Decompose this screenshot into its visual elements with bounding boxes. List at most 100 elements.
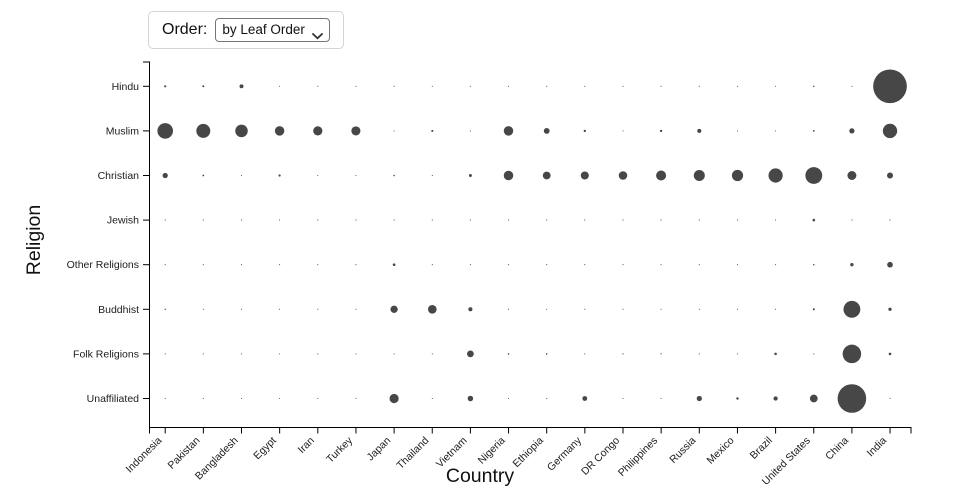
bubble bbox=[392, 263, 396, 267]
bubble bbox=[851, 219, 853, 221]
bubble bbox=[812, 130, 815, 132]
bubble bbox=[431, 353, 433, 355]
bubble bbox=[546, 219, 548, 221]
bubble bbox=[503, 170, 514, 181]
bubble bbox=[202, 397, 204, 400]
x-tick-label: Pakistan bbox=[166, 435, 203, 472]
bubble bbox=[693, 169, 705, 182]
bubble bbox=[698, 219, 700, 221]
bubble bbox=[393, 85, 395, 87]
bubble bbox=[813, 263, 815, 266]
bubble bbox=[469, 85, 471, 87]
bubble bbox=[622, 85, 624, 87]
y-tick-label: Folk Religions bbox=[73, 348, 139, 360]
bubble bbox=[873, 69, 907, 104]
bubble bbox=[584, 264, 586, 266]
bubble bbox=[202, 264, 204, 266]
bubble bbox=[580, 171, 589, 180]
bubble bbox=[889, 219, 891, 221]
bubble bbox=[851, 85, 853, 87]
bubble bbox=[393, 174, 395, 177]
bubble bbox=[468, 174, 472, 177]
bubble bbox=[736, 397, 739, 400]
bubble bbox=[164, 353, 166, 355]
bubble bbox=[736, 264, 739, 266]
bubble bbox=[582, 396, 588, 401]
bubble bbox=[468, 307, 473, 312]
bubble bbox=[736, 308, 739, 310]
x-tick-label: Philippines bbox=[616, 435, 660, 479]
x-tick-label: Thailand bbox=[394, 435, 431, 472]
x-tick-label: Iran bbox=[296, 435, 317, 456]
bubble bbox=[507, 397, 510, 400]
bubble bbox=[393, 130, 395, 132]
bubble bbox=[431, 174, 433, 177]
bubble bbox=[431, 129, 434, 132]
bubble bbox=[279, 308, 281, 310]
bubble bbox=[849, 128, 855, 134]
bubble bbox=[162, 172, 168, 179]
bubble bbox=[164, 85, 167, 88]
bubble bbox=[545, 353, 548, 355]
order-label: Order: bbox=[162, 21, 208, 38]
bubble bbox=[888, 307, 892, 311]
bubble bbox=[507, 219, 510, 221]
bubble bbox=[775, 85, 777, 87]
bubble bbox=[622, 353, 624, 355]
bubble bbox=[164, 264, 166, 266]
bubble bbox=[431, 397, 433, 400]
bubble bbox=[279, 85, 281, 87]
order-select[interactable]: by Leaf Order bbox=[215, 18, 331, 42]
x-tick-label: Mexico bbox=[705, 435, 737, 467]
bubble bbox=[507, 308, 510, 310]
bubble bbox=[813, 85, 815, 88]
bubble bbox=[583, 129, 586, 133]
y-tick-label: Muslim bbox=[106, 125, 140, 137]
x-tick-label: Turkey bbox=[324, 434, 355, 465]
bubble bbox=[886, 172, 894, 179]
x-axis-title: Country bbox=[446, 465, 515, 487]
bubble bbox=[887, 261, 893, 268]
bubble bbox=[660, 264, 662, 266]
bubble bbox=[355, 308, 357, 310]
bubble bbox=[618, 171, 628, 180]
x-axis-line bbox=[149, 427, 912, 434]
bubble bbox=[546, 264, 548, 266]
bubble bbox=[546, 85, 548, 87]
x-tick-label: Nigeria bbox=[476, 435, 508, 467]
bubble bbox=[659, 129, 663, 133]
bubble bbox=[584, 219, 586, 221]
bubble bbox=[812, 218, 816, 222]
bubble bbox=[542, 171, 551, 180]
bubble bbox=[775, 308, 777, 310]
bubble bbox=[355, 85, 357, 87]
bubble bbox=[837, 384, 867, 413]
y-tick-label: Unaffiliated bbox=[87, 393, 140, 405]
bubble bbox=[393, 219, 395, 221]
bubble bbox=[503, 126, 514, 136]
order-select-wrap: by Leaf Order bbox=[215, 18, 331, 42]
bubble bbox=[317, 308, 319, 310]
bubble bbox=[546, 308, 548, 310]
bubble bbox=[842, 344, 862, 364]
x-tick-label: India bbox=[865, 435, 890, 460]
bubble bbox=[847, 171, 857, 180]
bubble bbox=[660, 397, 662, 400]
bubble bbox=[656, 170, 667, 181]
bubble bbox=[622, 264, 624, 266]
bubble bbox=[774, 352, 777, 356]
bubble bbox=[584, 85, 586, 87]
bubble bbox=[279, 264, 281, 266]
bubble bbox=[622, 130, 624, 132]
bubble bbox=[698, 264, 700, 266]
bubble bbox=[697, 128, 702, 133]
bubble bbox=[775, 264, 777, 266]
bubble bbox=[202, 219, 204, 221]
bubble bbox=[882, 123, 898, 139]
x-tick-label: Japan bbox=[365, 435, 394, 464]
bubble bbox=[805, 167, 823, 184]
bubble bbox=[317, 397, 319, 400]
x-tick-label: Germany bbox=[545, 434, 585, 474]
x-tick-label: Brazil bbox=[748, 435, 775, 462]
